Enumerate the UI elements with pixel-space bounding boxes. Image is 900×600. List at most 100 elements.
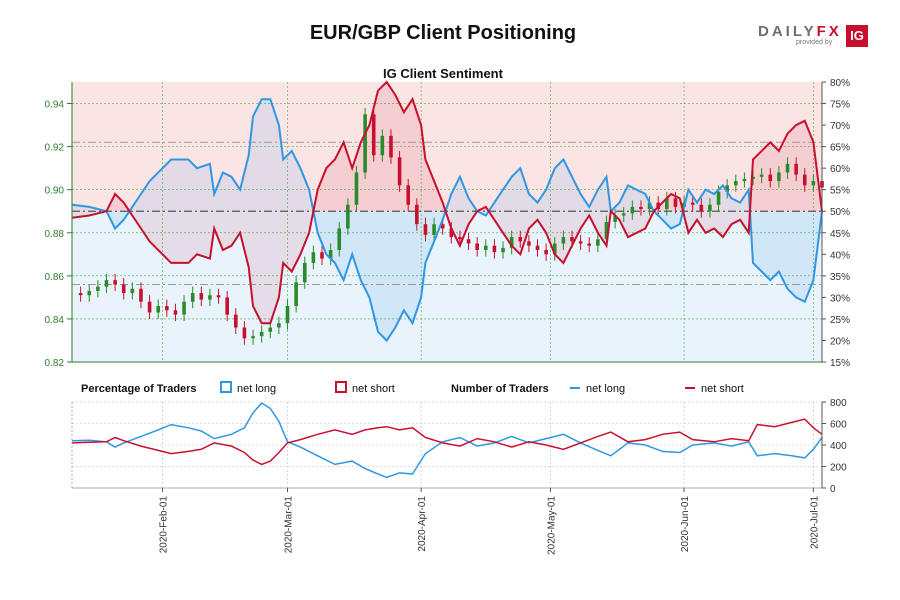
price-tick-label: 0.92	[45, 143, 65, 154]
price-candle-body	[285, 306, 290, 324]
percent-tick-label: 25%	[830, 315, 850, 326]
price-candle-body	[268, 327, 273, 332]
price-candle-body	[544, 250, 548, 255]
price-candle-body	[725, 185, 729, 192]
panel-title: IG Client Sentiment	[383, 66, 504, 81]
percent-tick-label: 65%	[830, 143, 850, 154]
price-candle-body	[777, 172, 781, 182]
price-candle-body	[458, 237, 462, 240]
price-candle-body	[492, 245, 497, 253]
price-candle-body	[302, 262, 307, 283]
price-candle-body	[225, 297, 229, 315]
count-tick-label: 400	[830, 441, 847, 452]
price-candle-body	[673, 198, 678, 207]
net-long-area	[72, 99, 822, 341]
percent-tick-label: 70%	[830, 121, 850, 132]
price-candle-body	[587, 243, 592, 246]
legend-pct-label: Percentage of Traders	[81, 383, 197, 395]
price-candle-body	[578, 241, 583, 244]
price-candle-body	[371, 114, 376, 156]
legend: Percentage of Traders net long net short…	[81, 381, 744, 395]
price-tick-label: 0.88	[45, 229, 65, 240]
price-candle-body	[552, 243, 557, 255]
price-candle-body	[708, 204, 712, 212]
price-candle-body	[423, 224, 428, 235]
price-tick-label: 0.84	[45, 315, 65, 326]
brand-subtitle: provided by	[796, 39, 833, 46]
price-candle-body	[406, 185, 411, 205]
price-candle-body	[199, 293, 204, 300]
price-candle-body	[759, 174, 764, 177]
legend-pct-short-swatch	[335, 381, 347, 393]
price-candle-body	[561, 237, 566, 244]
price-candle-body	[147, 301, 152, 313]
price-candle-body	[432, 224, 436, 235]
price-tick-label: 0.90	[45, 186, 65, 197]
price-candle-body	[165, 306, 169, 311]
price-candle-body	[346, 204, 350, 229]
percent-tick-label: 15%	[830, 358, 850, 369]
date-tick-label: 2020-Apr-01	[417, 496, 428, 552]
price-candle-body	[397, 157, 402, 186]
percent-tick-label: 55%	[830, 186, 850, 197]
price-candle-body	[113, 280, 117, 285]
count-tick-label: 800	[830, 398, 847, 409]
price-candle-body	[596, 239, 600, 246]
price-candle-body	[440, 224, 445, 229]
percent-tick-label: 35%	[830, 272, 850, 283]
price-candle-body	[613, 215, 617, 222]
price-candle-body	[233, 314, 238, 328]
count-tick-label: 200	[830, 463, 847, 474]
price-candle-body	[475, 243, 479, 250]
price-candle-body	[449, 228, 454, 238]
price-candle-body	[527, 241, 531, 246]
count-tick-label: 600	[830, 420, 847, 431]
price-candle-body	[242, 327, 247, 339]
count-tick-label: 0	[830, 484, 836, 495]
date-tick-label: 2020-Jun-01	[680, 496, 691, 553]
price-candle-body	[699, 204, 704, 212]
legend-pct-short-label: net short	[352, 383, 395, 395]
price-candle-body	[716, 191, 721, 205]
net-short-area	[72, 82, 822, 324]
price-candle-body	[665, 198, 669, 210]
price-candle-body	[415, 204, 419, 225]
percent-tick-label: 50%	[830, 207, 850, 218]
price-candle-body	[483, 245, 488, 250]
legend-num-long-label: net long	[586, 383, 625, 395]
price-candle-body	[794, 163, 798, 175]
price-candle-body	[277, 323, 281, 328]
price-candle-body	[251, 336, 255, 339]
price-candle-body	[156, 306, 161, 313]
percent-tick-label: 60%	[830, 164, 850, 175]
price-candle-body	[363, 114, 367, 173]
percent-tick-label: 80%	[830, 78, 850, 89]
price-candle-body	[535, 245, 540, 250]
price-candle-body	[639, 206, 643, 210]
price-candle-body	[96, 286, 100, 291]
price-candle-body	[811, 181, 816, 186]
price-candle-body	[354, 172, 359, 205]
percent-tick-label: 40%	[830, 250, 850, 261]
price-candle-body	[190, 293, 195, 302]
long-zone-background	[72, 211, 822, 362]
percent-tick-label: 30%	[830, 293, 850, 304]
price-candle-body	[139, 288, 143, 302]
price-candle-body	[509, 237, 514, 248]
price-tick-label: 0.82	[45, 358, 65, 369]
price-candle-body	[328, 250, 333, 259]
date-tick-label: 2020-Feb-01	[159, 496, 170, 554]
price-candle-body	[621, 213, 626, 216]
legend-num-label: Number of Traders	[451, 383, 549, 395]
price-tick-label: 0.94	[45, 100, 65, 111]
price-candle-body	[337, 228, 342, 250]
price-candle-body	[380, 135, 385, 156]
net-long-pct-line	[71, 98, 823, 343]
price-candle-body	[389, 135, 393, 158]
legend-pct-long-label: net long	[237, 383, 276, 395]
price-candle-body	[216, 295, 221, 298]
price-candle-body	[259, 331, 264, 337]
price-candle-body	[733, 181, 738, 186]
price-candle-body	[466, 239, 471, 244]
